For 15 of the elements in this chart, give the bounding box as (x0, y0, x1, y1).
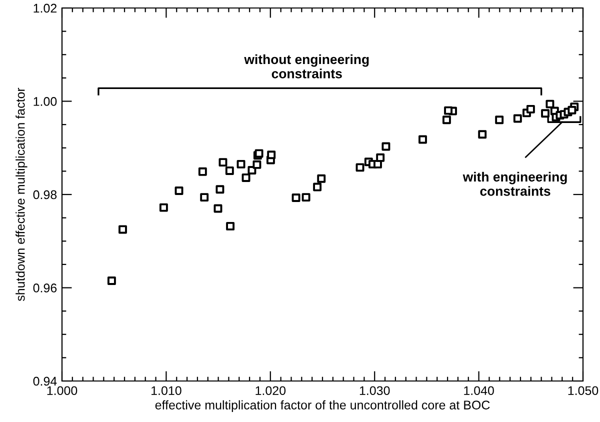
x-tick-label: 1.020 (256, 386, 286, 396)
x-tick-label: 1.040 (464, 386, 494, 396)
y-tick-label: 0.96 (33, 284, 57, 292)
y-tick-label: 0.94 (33, 376, 57, 386)
y-tick-label: 1.00 (34, 97, 57, 106)
y-tick-label: 0.98 (33, 190, 57, 200)
x-tick-label: 1.000 (47, 386, 78, 396)
annotation: without engineering constraints (244, 54, 369, 78)
y-axis-title: shutdown effective multiplication factor (16, 88, 28, 302)
y-tick-label: 1.02 (34, 4, 57, 13)
x-axis-title: effective multiplication factor of the uncontrolled core at BOC (155, 400, 490, 412)
x-tick-label: 1.050 (568, 386, 598, 396)
x-tick-label: 1.030 (360, 386, 390, 396)
x-tick-label: 1.010 (152, 386, 182, 396)
annotation: with engineering constraints (462, 172, 567, 196)
